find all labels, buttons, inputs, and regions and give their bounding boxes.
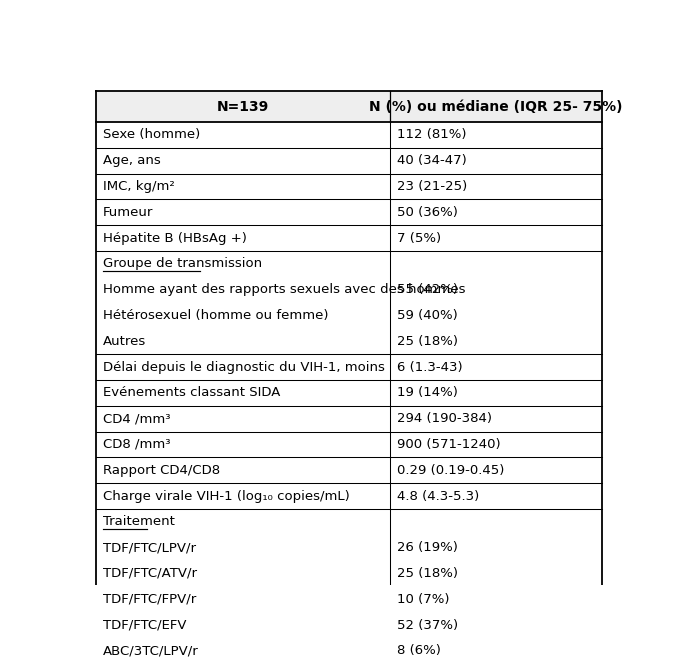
Text: 25 (18%): 25 (18%) [397,334,458,348]
Text: 59 (40%): 59 (40%) [397,309,458,322]
Text: Evénements classant SIDA: Evénements classant SIDA [103,386,281,399]
Text: 4.8 (4.3-5.3): 4.8 (4.3-5.3) [397,489,479,503]
Text: 8 (6%): 8 (6%) [397,645,441,657]
Text: Rapport CD4/CD8: Rapport CD4/CD8 [103,464,220,477]
Text: TDF/FTC/EFV: TDF/FTC/EFV [103,618,187,631]
Text: TDF/FTC/FPV/r: TDF/FTC/FPV/r [103,593,196,606]
Text: N (%) ou médiane (IQR 25- 75%): N (%) ou médiane (IQR 25- 75%) [369,100,622,114]
Text: 55 (42%): 55 (42%) [397,283,458,296]
Text: 19 (14%): 19 (14%) [397,386,458,399]
Text: Homme ayant des rapports sexuels avec des hommes: Homme ayant des rapports sexuels avec de… [103,283,466,296]
Text: 10 (7%): 10 (7%) [397,593,449,606]
Text: 23 (21-25): 23 (21-25) [397,180,467,193]
Text: TDF/FTC/LPV/r: TDF/FTC/LPV/r [103,541,196,554]
Text: CD4 /mm³: CD4 /mm³ [103,412,170,425]
Text: TDF/FTC/ATV/r: TDF/FTC/ATV/r [103,567,197,580]
Text: 0.29 (0.19-0.45): 0.29 (0.19-0.45) [397,464,505,477]
Text: 294 (190-384): 294 (190-384) [397,412,492,425]
Text: Traitement: Traitement [103,515,175,528]
Text: 52 (37%): 52 (37%) [397,618,458,631]
Text: Hétérosexuel (homme ou femme): Hétérosexuel (homme ou femme) [103,309,328,322]
Text: Fumeur: Fumeur [103,206,153,219]
Text: 40 (34-47): 40 (34-47) [397,154,466,167]
Text: 50 (36%): 50 (36%) [397,206,458,219]
Text: Sexe (homme): Sexe (homme) [103,128,200,141]
Text: Charge virale VIH-1 (log₁₀ copies/mL): Charge virale VIH-1 (log₁₀ copies/mL) [103,489,350,503]
Text: Délai depuis le diagnostic du VIH-1, moins: Délai depuis le diagnostic du VIH-1, moi… [103,361,385,374]
Text: Autres: Autres [103,334,146,348]
Text: 112 (81%): 112 (81%) [397,128,466,141]
Text: CD8 /mm³: CD8 /mm³ [103,438,170,451]
Text: N=139: N=139 [217,100,269,114]
Text: IMC, kg/m²: IMC, kg/m² [103,180,175,193]
Bar [95,91,602,122]
Text: Age, ans: Age, ans [103,154,161,167]
Text: Hépatite B (HBsAg +): Hépatite B (HBsAg +) [103,231,247,244]
Text: 26 (19%): 26 (19%) [397,541,458,554]
Text: 6 (1.3-43): 6 (1.3-43) [397,361,462,374]
Text: ABC/3TC/LPV/r: ABC/3TC/LPV/r [103,645,199,657]
Text: 25 (18%): 25 (18%) [397,567,458,580]
Text: Groupe de transmission: Groupe de transmission [103,258,262,270]
Text: 7 (5%): 7 (5%) [397,231,441,244]
Text: 900 (571-1240): 900 (571-1240) [397,438,501,451]
